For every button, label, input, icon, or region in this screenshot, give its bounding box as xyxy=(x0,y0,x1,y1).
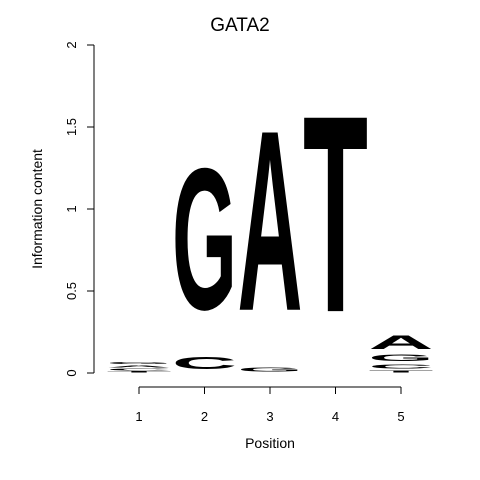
y-tick-label: 0.5 xyxy=(64,282,79,300)
logo-stack-pos-4: T xyxy=(303,59,368,372)
y-tick-label: 2 xyxy=(64,41,79,48)
logo-letter-a: A xyxy=(238,76,303,364)
x-tick-label: 1 xyxy=(135,409,142,424)
logo-letter-t: T xyxy=(303,59,368,372)
chart-title: GATA2 xyxy=(210,15,269,36)
logo-letter-g: G xyxy=(238,366,303,373)
x-tick-label: 5 xyxy=(397,409,404,424)
logo-letter-c: C xyxy=(107,368,172,371)
logo-letter-t: T xyxy=(107,371,172,373)
x-tick-label: 4 xyxy=(332,409,339,424)
y-tick-label: 1.5 xyxy=(64,118,79,136)
x-axis: 1 2 3 4 5 xyxy=(135,386,405,424)
logo-letter-g: G xyxy=(172,126,237,352)
logo-letter-a: A xyxy=(369,332,434,353)
logo-stack-pos-3: GA xyxy=(238,76,303,373)
x-tick-label: 3 xyxy=(266,409,273,424)
y-axis: 0 0.5 1 1.5 2 xyxy=(64,41,95,377)
logo-letter-c: C xyxy=(172,353,237,373)
logo-letter-a: A xyxy=(107,365,172,368)
logo-letter-c: C xyxy=(369,363,434,370)
logo-letter-g: G xyxy=(369,353,434,363)
y-tick-label: 0 xyxy=(64,369,79,376)
logo-letter-t: T xyxy=(369,370,434,373)
logo-stack-pos-2: CG xyxy=(172,126,237,373)
y-tick-label: 1 xyxy=(64,205,79,212)
x-axis-label: Position xyxy=(245,435,295,451)
y-axis-label: Information content xyxy=(29,149,45,269)
logo-letter-g: G xyxy=(107,361,172,364)
x-tick-label: 2 xyxy=(201,409,208,424)
